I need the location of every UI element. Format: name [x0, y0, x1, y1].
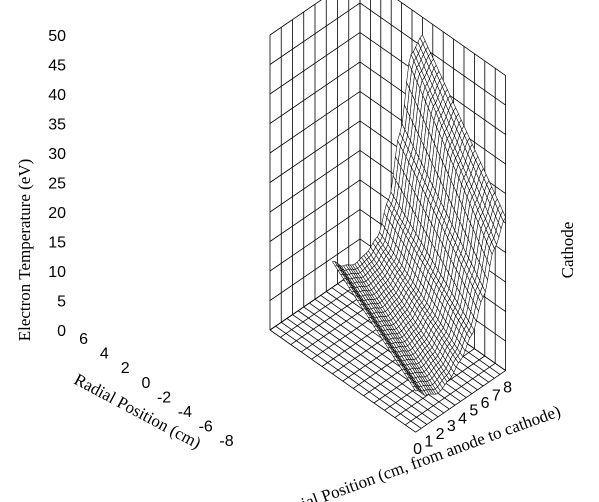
- temperature-surface: [331, 34, 506, 396]
- radial-tick-label: -4: [178, 404, 192, 421]
- radial-tick-label: -8: [219, 433, 233, 450]
- axial-tick-label: 6: [481, 395, 490, 412]
- z-tick-label: 35: [48, 117, 66, 134]
- z-tick-label: 10: [48, 264, 66, 281]
- axial-tick-label: 4: [458, 410, 467, 427]
- side-label: Cathode: [558, 222, 577, 279]
- radial-tick-label: -2: [157, 389, 171, 406]
- surface-cell: [500, 210, 506, 222]
- radial-tick-label: 0: [141, 375, 150, 392]
- radial-tick-label: 2: [121, 360, 130, 377]
- radial-tick-label: 4: [100, 346, 109, 363]
- z-tick-label: 25: [48, 176, 66, 193]
- axial-tick-label: 8: [503, 380, 512, 397]
- axial-tick-label: 1: [424, 434, 433, 451]
- z-tick-label: 45: [48, 58, 66, 75]
- radial-tick-label: -6: [199, 419, 213, 436]
- z-axis-label: Electron Temperature (eV): [15, 159, 34, 342]
- z-tick-label: 50: [48, 28, 66, 45]
- axial-tick-label: 3: [447, 418, 456, 435]
- floor-gridline: [415, 370, 506, 433]
- z-axis-ticks: 0 5 10 15 20 25 30 35 40 45 50: [48, 28, 66, 340]
- floor-gridline: [404, 362, 496, 426]
- axial-axis-label: Axial Position (cm, from anode to cathod…: [279, 401, 563, 502]
- z-tick-label: 0: [57, 323, 66, 340]
- z-tick-label: 30: [48, 146, 66, 163]
- z-tick-label: 5: [57, 294, 66, 311]
- z-tick-label: 40: [48, 87, 66, 104]
- z-tick-label: 20: [48, 205, 66, 222]
- axial-tick-label: 2: [436, 426, 445, 443]
- axial-tick-label: 5: [469, 403, 478, 420]
- axial-tick-label: 0: [413, 441, 422, 458]
- axial-tick-label: 7: [492, 387, 501, 404]
- z-tick-label: 15: [48, 235, 66, 252]
- radial-tick-label: 6: [79, 331, 88, 348]
